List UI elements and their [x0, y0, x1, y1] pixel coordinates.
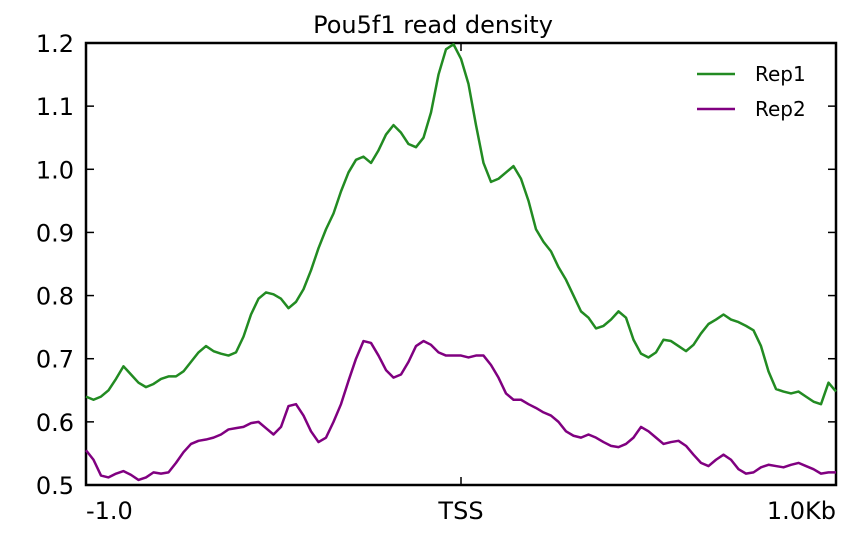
series-line-rep1 — [85, 43, 837, 406]
legend-label-rep2: Rep2 — [755, 97, 806, 121]
y-tick-label: 1.2 — [36, 30, 74, 58]
y-tick-label: 0.6 — [36, 409, 74, 437]
y-tick-label: 1.0 — [36, 156, 74, 184]
x-tick-label: 1.0Kb — [767, 497, 836, 525]
tick-layer: 0.5 0.6 0.7 0.8 0.9 1.0 1.1 1.2 -1.0 TSS 1.0Kb — [36, 30, 837, 525]
legend-label-rep1: Rep1 — [755, 62, 806, 86]
plot-area: 0.5 0.6 0.7 0.8 0.9 1.0 1.1 1.2 -1.0 TSS 1.0Kb — [36, 30, 838, 525]
y-tick-label: 0.7 — [36, 346, 74, 374]
chart-title: Pou5f1 read density — [313, 11, 553, 39]
series-layer — [85, 43, 837, 482]
legend: Rep1 Rep2 — [697, 62, 806, 121]
y-tick-label: 0.8 — [36, 283, 74, 311]
y-tick-label: 1.1 — [36, 93, 74, 121]
y-tick-label: 0.5 — [36, 472, 74, 500]
series-line-rep2 — [85, 339, 836, 482]
y-tick-label: 0.9 — [36, 219, 74, 247]
x-tick-label: -1.0 — [86, 497, 133, 525]
x-tick-label: TSS — [437, 497, 483, 525]
